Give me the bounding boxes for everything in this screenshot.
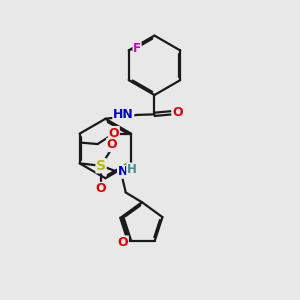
Text: O: O <box>107 138 117 152</box>
Text: O: O <box>96 182 106 195</box>
Text: F: F <box>133 42 141 56</box>
Text: S: S <box>96 159 106 173</box>
Text: H: H <box>127 163 136 176</box>
Text: O: O <box>109 127 119 140</box>
Text: O: O <box>172 106 183 119</box>
Text: HN: HN <box>113 107 134 121</box>
Text: N: N <box>118 165 128 178</box>
Text: O: O <box>118 236 128 249</box>
